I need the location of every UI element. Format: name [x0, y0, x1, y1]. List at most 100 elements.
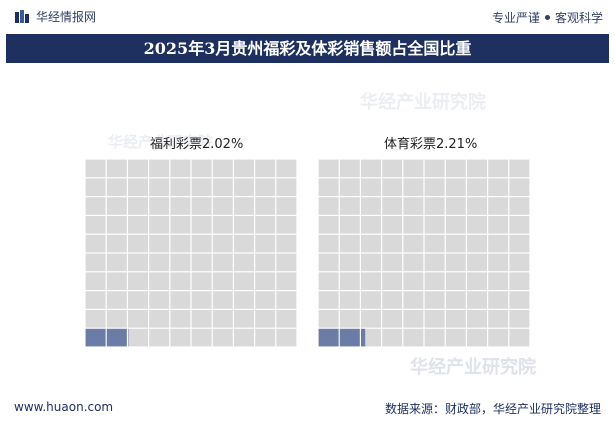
waffle-cell: [191, 253, 212, 272]
waffle-cell: [424, 291, 445, 309]
waffle-cell: [382, 310, 403, 328]
slogan-left: 专业严谨: [491, 11, 540, 25]
waffle-cell: [445, 328, 466, 347]
waffle-cell: [403, 310, 424, 328]
waffle-cell: [191, 234, 212, 253]
waffle-cell: [128, 178, 148, 196]
waffle-cell: [509, 328, 530, 347]
waffle-cell: [212, 159, 233, 178]
waffle-cell-filled: [361, 328, 366, 347]
waffle-cell: [403, 272, 424, 290]
waffle-cell: [128, 234, 148, 253]
waffle-cell: [488, 291, 509, 309]
logo-icon: [15, 9, 29, 23]
panel-title-welfare: 福利彩票2.02%: [150, 137, 244, 152]
waffle-cell: [128, 328, 148, 347]
waffle-cell: [509, 178, 530, 196]
waffle-cell: [488, 310, 509, 328]
waffle-cell: [234, 253, 254, 272]
waffle-cell: [276, 216, 297, 234]
waffle-cell: [128, 197, 148, 215]
waffle-cell: [255, 291, 276, 309]
waffle-cell: [445, 159, 466, 178]
waffle-cell: [234, 216, 254, 234]
waffle-cell: [424, 253, 445, 272]
waffle-cell: [276, 310, 297, 328]
waffle-cell: [467, 159, 487, 178]
waffle-cell: [85, 272, 106, 290]
waffle-cell: [191, 291, 212, 309]
waffle-cell: [318, 253, 339, 272]
logo[interactable]: 华经情报网: [14, 8, 96, 25]
waffle-cell: [509, 253, 530, 272]
waffle-cell: [234, 178, 254, 196]
waffle-cell: [276, 234, 297, 253]
waffle-cell: [276, 197, 297, 215]
waffle-cell: [467, 291, 487, 309]
waffle-cell: [191, 197, 212, 215]
waffle-cell: [255, 178, 276, 196]
waffle-cell-filled: [339, 328, 360, 347]
waffle-cell: [361, 291, 381, 309]
waffle-cell: [382, 253, 403, 272]
waffle-cell-filled: [85, 328, 106, 347]
waffle-cell: [106, 197, 127, 215]
waffle-cell: [339, 253, 360, 272]
waffle-cell: [445, 272, 466, 290]
waffle-cell: [212, 178, 233, 196]
waffle-cell: [467, 216, 487, 234]
waffle-cell: [234, 234, 254, 253]
waffle-cell: [467, 197, 487, 215]
waffle-cell: [191, 328, 212, 347]
waffle-cell: [424, 159, 445, 178]
waffle-cell: [170, 310, 191, 328]
waffle-cell: [318, 178, 339, 196]
waffle-cell: [339, 216, 360, 234]
waffle-cell: [424, 197, 445, 215]
waffle-cell: [149, 178, 170, 196]
watermark: 华经产业研究院: [108, 133, 214, 151]
waffle-cell-filled: [106, 328, 127, 347]
waffle-cell: [467, 253, 487, 272]
waffle-cell: [255, 159, 276, 178]
slogan: 专业严谨 客观科学: [492, 9, 603, 26]
website-link[interactable]: www.huaon.com: [14, 400, 114, 414]
waffle-cell: [85, 253, 106, 272]
waffle-cell: [424, 178, 445, 196]
waffle-cell: [361, 197, 381, 215]
waffle-cell: [509, 159, 530, 178]
waffle-cell: [318, 197, 339, 215]
waffle-chart-sports: [318, 159, 530, 347]
waffle-cell: [318, 234, 339, 253]
waffle-cell: [382, 328, 403, 347]
waffle-cell: [509, 197, 530, 215]
waffle-cell: [445, 253, 466, 272]
waffle-cell: [106, 159, 127, 178]
waffle-cell: [339, 178, 360, 196]
waffle-chart-welfare: [85, 159, 297, 347]
waffle-cell: [85, 216, 106, 234]
waffle-cell: [403, 197, 424, 215]
waffle-cell: [318, 291, 339, 309]
waffle-cell: [276, 272, 297, 290]
waffle-cell: [212, 197, 233, 215]
waffle-cell: [234, 328, 254, 347]
waffle-cell: [488, 197, 509, 215]
waffle-cell: [403, 216, 424, 234]
waffle-cell: [255, 272, 276, 290]
waffle-cell: [403, 159, 424, 178]
waffle-cell: [128, 253, 148, 272]
waffle-cell: [424, 328, 445, 347]
waffle-cell: [339, 272, 360, 290]
waffle-cell: [255, 216, 276, 234]
waffle-cell: [361, 234, 381, 253]
waffle-cell: [255, 234, 276, 253]
chart-area: 华经产业研究院 华经产业研究院 华经产业研究院 福利彩票2.02% 体育彩票2.…: [0, 63, 615, 393]
waffle-cell: [149, 272, 170, 290]
waffle-cell: [212, 328, 233, 347]
waffle-cell: [276, 178, 297, 196]
waffle-cell: [467, 328, 487, 347]
waffle-cell: [191, 178, 212, 196]
waffle-cell: [382, 178, 403, 196]
waffle-cell: [149, 291, 170, 309]
